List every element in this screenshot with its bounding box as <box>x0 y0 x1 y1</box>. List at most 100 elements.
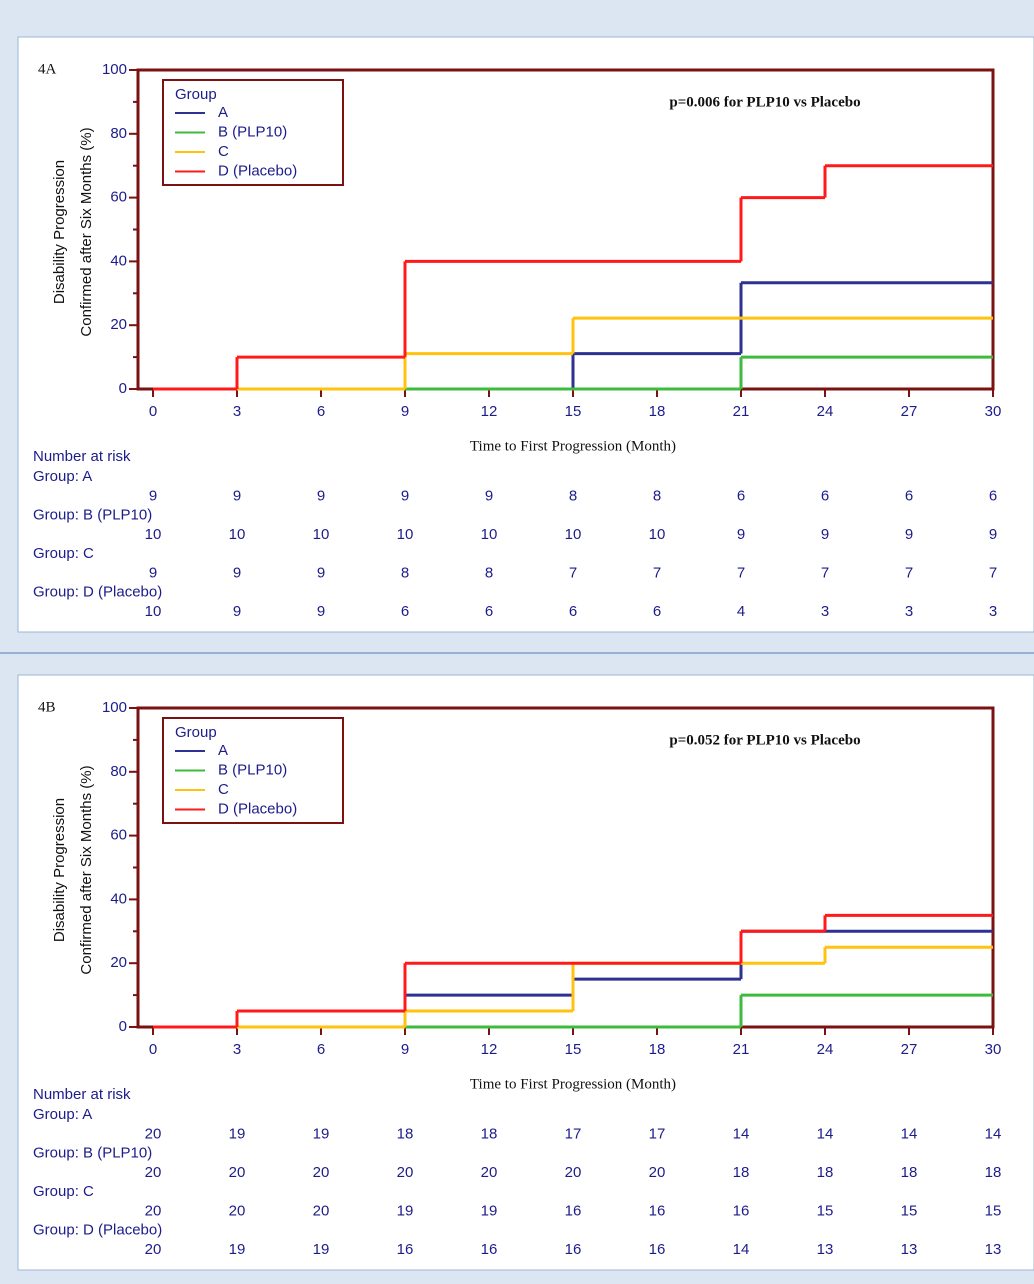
risk-value: 20 <box>649 1164 666 1181</box>
risk-value: 18 <box>985 1164 1002 1181</box>
risk-value: 6 <box>737 487 745 504</box>
x-tick-label: 12 <box>481 1041 498 1058</box>
risk-value: 9 <box>485 487 493 504</box>
x-tick-label: 0 <box>149 403 157 420</box>
risk-value: 20 <box>229 1202 246 1219</box>
risk-value: 15 <box>901 1202 918 1219</box>
x-tick-label: 15 <box>565 403 582 420</box>
risk-value: 9 <box>317 603 325 620</box>
risk-value: 17 <box>565 1125 582 1142</box>
annotation: p=0.006 for PLP10 vs Placebo <box>669 94 860 110</box>
risk-value: 17 <box>649 1125 666 1142</box>
x-tick-label: 30 <box>985 403 1002 420</box>
x-tick-label: 9 <box>401 403 409 420</box>
risk-value: 20 <box>397 1164 414 1181</box>
risk-value: 10 <box>397 526 414 543</box>
x-axis-label: Time to First Progression (Month) <box>470 1076 676 1092</box>
risk-value: 10 <box>229 526 246 543</box>
risk-row-label: Group: B (PLP10) <box>33 1144 152 1161</box>
risk-value: 19 <box>229 1125 246 1142</box>
risk-value: 18 <box>397 1125 414 1142</box>
risk-value: 10 <box>313 526 330 543</box>
risk-table-title: Number at risk <box>33 1086 131 1103</box>
risk-value: 18 <box>817 1164 834 1181</box>
x-tick-label: 21 <box>733 403 750 420</box>
risk-value: 16 <box>565 1202 582 1219</box>
risk-value: 20 <box>145 1125 162 1142</box>
risk-value: 3 <box>989 603 997 620</box>
x-tick-label: 27 <box>901 1041 918 1058</box>
risk-value: 3 <box>905 603 913 620</box>
risk-table-title: Number at risk <box>33 448 131 465</box>
x-tick-label: 24 <box>817 403 834 420</box>
legend-label: C <box>218 781 229 798</box>
risk-value: 13 <box>985 1241 1002 1258</box>
legend-label: A <box>218 742 228 759</box>
risk-value: 6 <box>401 603 409 620</box>
risk-value: 19 <box>481 1202 498 1219</box>
legend-label: C <box>218 143 229 160</box>
risk-value: 14 <box>817 1125 834 1142</box>
risk-value: 16 <box>649 1202 666 1219</box>
risk-value: 9 <box>317 487 325 504</box>
risk-value: 14 <box>985 1125 1002 1142</box>
risk-value: 6 <box>821 487 829 504</box>
risk-row-label: Group: C <box>33 545 94 562</box>
x-tick-label: 12 <box>481 403 498 420</box>
x-tick-label: 24 <box>817 1041 834 1058</box>
panel-label: 4A <box>38 61 57 77</box>
risk-value: 6 <box>485 603 493 620</box>
x-tick-label: 6 <box>317 403 325 420</box>
risk-value: 9 <box>905 526 913 543</box>
risk-value: 8 <box>401 564 409 581</box>
risk-value: 19 <box>313 1125 330 1142</box>
risk-value: 16 <box>565 1241 582 1258</box>
y-tick-label: 0 <box>119 380 127 397</box>
risk-value: 20 <box>481 1164 498 1181</box>
risk-value: 20 <box>313 1164 330 1181</box>
risk-value: 7 <box>569 564 577 581</box>
risk-value: 8 <box>485 564 493 581</box>
x-tick-label: 21 <box>733 1041 750 1058</box>
x-tick-label: 9 <box>401 1041 409 1058</box>
risk-value: 6 <box>569 603 577 620</box>
y-axis-label: Confirmed after Six Months (%) <box>78 765 95 974</box>
risk-value: 6 <box>905 487 913 504</box>
y-tick-label: 80 <box>110 763 127 780</box>
y-tick-label: 0 <box>119 1018 127 1035</box>
x-tick-label: 18 <box>649 403 666 420</box>
risk-value: 7 <box>737 564 745 581</box>
y-tick-label: 100 <box>102 699 127 716</box>
risk-row-label: Group: D (Placebo) <box>33 583 162 600</box>
legend-label: A <box>218 104 228 121</box>
risk-value: 9 <box>401 487 409 504</box>
risk-value: 3 <box>821 603 829 620</box>
risk-value: 6 <box>989 487 997 504</box>
risk-value: 19 <box>229 1241 246 1258</box>
risk-value: 18 <box>733 1164 750 1181</box>
risk-value: 13 <box>817 1241 834 1258</box>
risk-value: 9 <box>821 526 829 543</box>
risk-value: 9 <box>233 603 241 620</box>
risk-value: 7 <box>905 564 913 581</box>
x-tick-label: 30 <box>985 1041 1002 1058</box>
risk-value: 7 <box>653 564 661 581</box>
risk-value: 13 <box>901 1241 918 1258</box>
risk-value: 8 <box>653 487 661 504</box>
risk-value: 15 <box>985 1202 1002 1219</box>
risk-value: 10 <box>481 526 498 543</box>
risk-value: 20 <box>145 1241 162 1258</box>
risk-value: 16 <box>481 1241 498 1258</box>
y-tick-label: 40 <box>110 890 127 907</box>
legend-title: Group <box>175 724 217 741</box>
y-tick-label: 60 <box>110 189 127 206</box>
risk-value: 9 <box>989 526 997 543</box>
risk-value: 10 <box>145 603 162 620</box>
risk-value: 10 <box>649 526 666 543</box>
panel-label: 4B <box>38 699 56 715</box>
risk-value: 4 <box>737 603 745 620</box>
risk-value: 8 <box>569 487 577 504</box>
risk-value: 6 <box>653 603 661 620</box>
